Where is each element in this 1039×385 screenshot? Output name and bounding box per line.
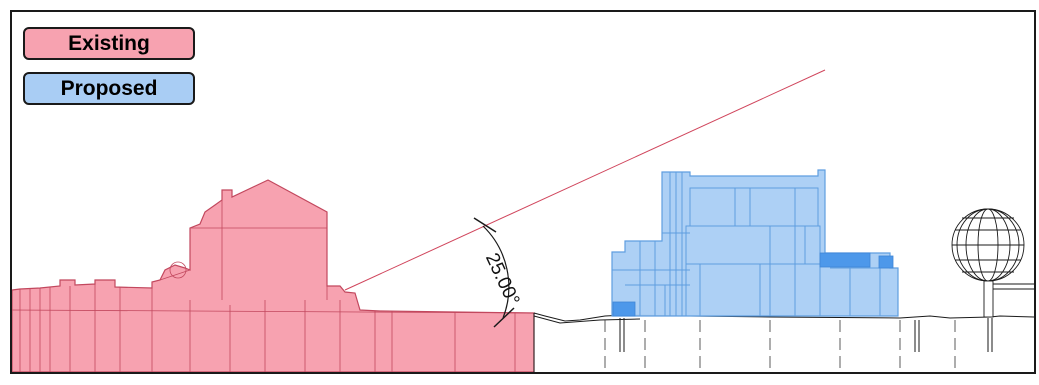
ground-line (533, 312, 1034, 372)
sightline (344, 69, 826, 291)
legend-existing: Existing (23, 27, 195, 60)
proposed-accent-door (878, 255, 894, 269)
proposed-building (611, 169, 899, 317)
proposed-accent-base (612, 301, 636, 317)
angle-arc (482, 225, 510, 319)
existing-buildings (12, 179, 535, 372)
proposed-accent-balcony (819, 252, 871, 268)
tree-right (951, 208, 1034, 318)
proposed-detail-lines (612, 172, 898, 317)
existing-detail-lines (12, 200, 535, 372)
angle-tick-lower (493, 307, 515, 328)
foundation-dash-lines (604, 320, 956, 372)
angle-tick-upper (473, 217, 497, 233)
angle-construction (344, 69, 826, 328)
existing-streetscape (12, 179, 535, 372)
legend-proposed: Proposed (23, 72, 195, 105)
existing-tree (169, 261, 187, 279)
